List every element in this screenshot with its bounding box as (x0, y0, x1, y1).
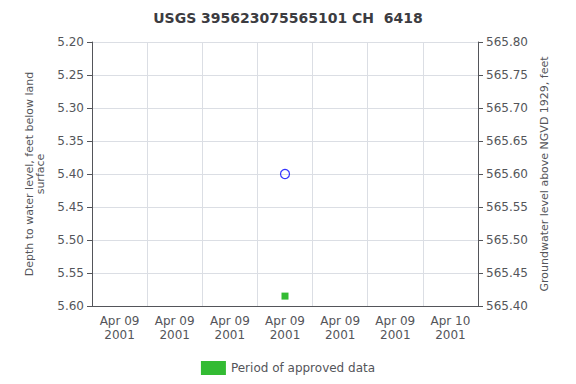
svg-text:Period of approved data: Period of approved data (231, 361, 375, 375)
svg-text:5.55: 5.55 (57, 266, 84, 280)
svg-text:565.80: 565.80 (486, 35, 528, 49)
svg-text:2001: 2001 (159, 328, 190, 342)
svg-text:surface: surface (34, 153, 47, 194)
svg-text:Apr 09: Apr 09 (375, 314, 415, 328)
svg-text:5.60: 5.60 (57, 299, 84, 313)
svg-text:USGS 395623075565101 CH 6418: USGS 395623075565101 CH 6418 (153, 10, 423, 26)
svg-text:Groundwater level above NGVD 1: Groundwater level above NGVD 1929, feet (538, 56, 551, 292)
svg-text:5.35: 5.35 (57, 134, 84, 148)
svg-text:2001: 2001 (325, 328, 356, 342)
svg-text:Apr 09: Apr 09 (320, 314, 360, 328)
svg-text:Apr 10: Apr 10 (431, 314, 471, 328)
svg-text:5.45: 5.45 (57, 200, 84, 214)
svg-text:565.65: 565.65 (486, 134, 528, 148)
svg-text:Apr 09: Apr 09 (100, 314, 140, 328)
svg-text:565.75: 565.75 (486, 68, 528, 82)
svg-text:565.50: 565.50 (486, 233, 528, 247)
svg-text:Depth to water level, feet bel: Depth to water level, feet below land (23, 71, 37, 277)
svg-text:Apr 09: Apr 09 (155, 314, 195, 328)
svg-text:565.55: 565.55 (486, 200, 528, 214)
svg-text:565.45: 565.45 (486, 266, 528, 280)
svg-text:Apr 09: Apr 09 (210, 314, 250, 328)
svg-text:565.60: 565.60 (486, 167, 528, 181)
svg-text:Apr 09: Apr 09 (265, 314, 305, 328)
svg-text:5.30: 5.30 (57, 101, 84, 115)
svg-text:2001: 2001 (215, 328, 246, 342)
svg-text:5.50: 5.50 (57, 233, 84, 247)
svg-text:5.40: 5.40 (57, 167, 84, 181)
svg-text:565.70: 565.70 (486, 101, 528, 115)
svg-text:2001: 2001 (270, 328, 301, 342)
svg-text:2001: 2001 (104, 328, 135, 342)
svg-text:5.25: 5.25 (57, 68, 84, 82)
svg-text:5.20: 5.20 (57, 35, 84, 49)
svg-text:2001: 2001 (380, 328, 411, 342)
svg-text:2001: 2001 (435, 328, 466, 342)
svg-text:565.40: 565.40 (486, 299, 528, 313)
